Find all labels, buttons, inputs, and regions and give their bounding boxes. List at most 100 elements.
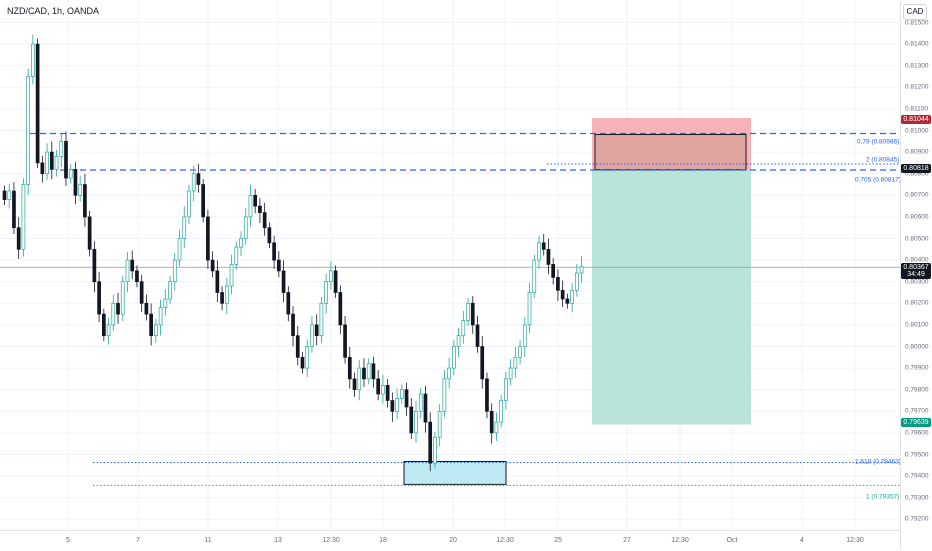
candle — [504, 371, 508, 410]
candle-body — [527, 292, 532, 326]
candle-body — [234, 246, 239, 265]
candle — [329, 261, 333, 290]
candle-body — [456, 335, 461, 347]
time-tick-label: 4 — [800, 537, 804, 544]
candle-body — [418, 393, 423, 412]
candle — [556, 269, 560, 301]
candle — [177, 229, 182, 267]
candle-body — [248, 194, 253, 218]
candle — [371, 356, 376, 388]
candle-body — [504, 378, 508, 401]
candle — [480, 335, 485, 389]
candle — [243, 208, 248, 245]
candle-body — [560, 289, 565, 300]
candle-body — [267, 227, 272, 244]
candle — [319, 297, 324, 343]
candle — [59, 133, 64, 168]
candle-body — [149, 313, 153, 337]
candle-body — [362, 367, 366, 380]
candle-body — [409, 406, 414, 434]
chart-plot-area[interactable]: NZD/CAD, 1h, OANDA — [0, 0, 900, 530]
time-tick-label: 7 — [136, 537, 140, 544]
candle — [423, 386, 428, 433]
candle — [418, 387, 423, 419]
candle-body — [385, 385, 390, 401]
price-tick-label: 0.80100 — [905, 321, 929, 329]
candle-body — [442, 378, 447, 412]
candle — [314, 314, 319, 346]
candle — [452, 340, 456, 376]
candle-body — [31, 43, 35, 77]
candle — [513, 346, 518, 378]
candle — [574, 264, 579, 297]
candle — [21, 178, 26, 257]
candle-body — [97, 281, 101, 315]
candle-body — [2, 190, 7, 200]
candle-body — [556, 277, 560, 291]
candle-body — [579, 266, 584, 274]
candle — [35, 38, 40, 169]
candle — [437, 404, 442, 447]
candle-body — [172, 259, 177, 283]
candle — [220, 286, 224, 311]
candle — [489, 403, 494, 444]
candle-body — [565, 298, 570, 304]
candle-body — [414, 410, 418, 434]
candle-body — [480, 346, 485, 380]
candle — [196, 163, 201, 193]
candle — [191, 165, 196, 202]
candle — [456, 327, 461, 358]
candle — [163, 289, 168, 316]
candle — [570, 283, 574, 313]
candle-body — [381, 385, 385, 395]
price-tick-label: 0.80800 — [905, 170, 929, 178]
candle-body — [437, 410, 442, 438]
candle-body — [92, 248, 97, 283]
order-block-box[interactable] — [594, 134, 747, 171]
candlestick-chart[interactable] — [0, 0, 900, 530]
candle — [470, 296, 475, 334]
candle — [253, 189, 258, 214]
time-tick-label: 12:30 — [846, 537, 864, 544]
candle — [404, 382, 409, 416]
candle — [54, 150, 59, 177]
time-tick-label: Oct — [726, 537, 738, 544]
time-tick-label: 27 — [623, 537, 631, 544]
candle-body — [64, 140, 68, 179]
candle-body — [40, 162, 45, 175]
candle — [347, 346, 352, 389]
candle — [73, 162, 78, 205]
candle-body — [54, 156, 59, 170]
price-tick-label: 0.81500 — [905, 19, 929, 26]
price-tick-label: 0.81100 — [905, 105, 929, 113]
candle — [49, 141, 54, 180]
fib-level-label: 2 (0.80845) — [866, 156, 900, 164]
price-tick-label: 0.79200 — [905, 515, 929, 523]
time-axis[interactable] — [0, 530, 900, 551]
price-tick-label: 0.80300 — [905, 278, 929, 286]
price-tick-label: 0.80900 — [905, 148, 929, 156]
candle-body — [532, 259, 537, 293]
currency-badge[interactable]: CAD — [903, 4, 927, 20]
price-tick-label: 0.79900 — [905, 364, 929, 372]
candle — [385, 379, 390, 408]
candle — [541, 233, 546, 256]
candle-body — [395, 397, 399, 412]
price-tick-label: 0.81000 — [905, 127, 929, 134]
price-tick-label: 0.80200 — [905, 299, 929, 307]
candle — [381, 374, 385, 404]
take-profit-zone[interactable] — [592, 169, 751, 425]
demand-zone-box[interactable] — [403, 460, 507, 485]
candle-body — [144, 302, 149, 315]
candle-body — [324, 281, 328, 304]
candle — [92, 241, 97, 293]
candle — [26, 68, 30, 196]
candle-body — [158, 307, 163, 326]
candle — [2, 185, 7, 206]
candle-body — [262, 212, 267, 229]
candle-body — [352, 378, 357, 391]
stop-loss-zone[interactable] — [592, 117, 751, 170]
candle-body — [239, 238, 243, 248]
candle — [262, 202, 267, 236]
candle-body — [551, 264, 556, 278]
